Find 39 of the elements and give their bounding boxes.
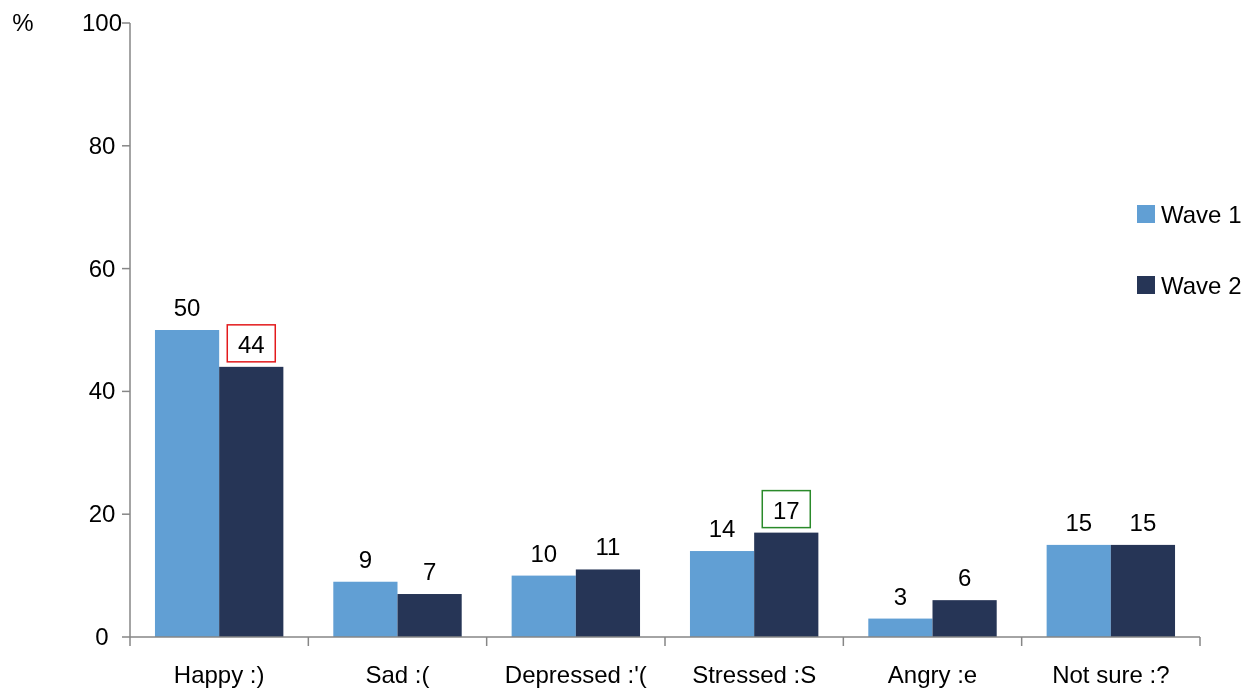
- y-tick-label: 0: [95, 623, 109, 650]
- data-label: 15: [1065, 508, 1093, 536]
- data-label: 17: [772, 496, 800, 524]
- x-tick-label: Stressed :S: [692, 661, 817, 688]
- bar: [1046, 544, 1111, 637]
- data-label: 6: [957, 564, 972, 592]
- y-tick-label: 80: [88, 131, 116, 159]
- legend-label: Wave 1: [1161, 201, 1242, 228]
- x-tick-label: Angry :e: [887, 661, 978, 688]
- bar: [154, 330, 220, 637]
- bar: [689, 551, 755, 637]
- data-label: 15: [1129, 508, 1157, 536]
- x-tick-label: Depressed :'(: [504, 661, 647, 688]
- legend-label: Wave 2: [1161, 272, 1242, 299]
- bar: [333, 581, 398, 637]
- x-tick-label: Not sure :?: [1052, 661, 1170, 688]
- bar: [932, 600, 997, 637]
- y-tick-label: 60: [88, 254, 116, 282]
- data-label: 50: [173, 294, 201, 321]
- data-label: 11: [595, 533, 621, 561]
- bar: [511, 575, 576, 637]
- data-label: 3: [893, 582, 908, 610]
- data-label: 44: [237, 330, 265, 358]
- bar: [397, 594, 462, 637]
- data-label: 9: [358, 545, 373, 573]
- bar: [575, 569, 641, 637]
- x-tick-label: Sad :(: [365, 661, 430, 688]
- x-tick-label: Happy :): [173, 661, 265, 688]
- y-axis-title: %: [12, 9, 34, 36]
- y-tick-label: 40: [88, 377, 116, 405]
- y-tick-label: 100: [81, 9, 123, 36]
- bar: [219, 366, 284, 637]
- data-label: 14: [708, 515, 736, 543]
- bar: [868, 618, 933, 637]
- y-tick-label: 20: [88, 500, 116, 528]
- data-label: 7: [422, 558, 437, 586]
- bar: [1110, 544, 1176, 637]
- data-label: 10: [530, 539, 558, 567]
- bar: [754, 532, 819, 637]
